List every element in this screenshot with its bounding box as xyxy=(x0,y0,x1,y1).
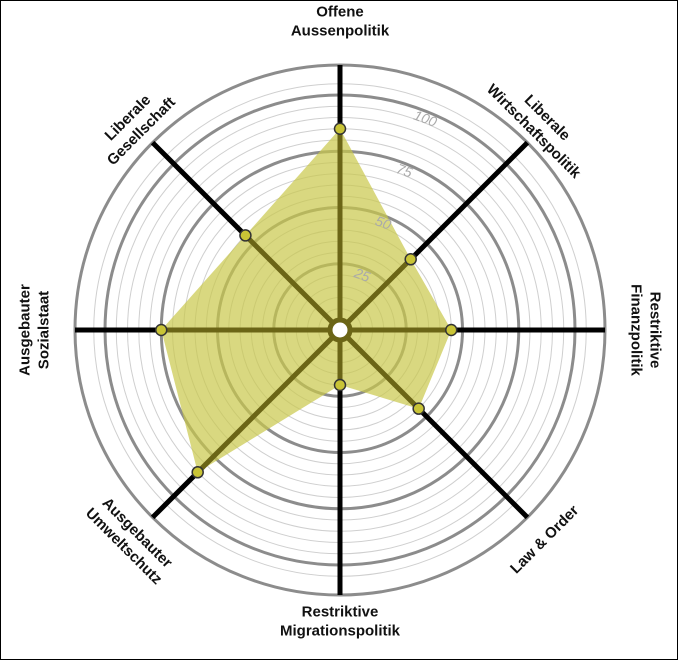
spoke-outer xyxy=(416,406,530,520)
spoke-inner xyxy=(195,335,335,475)
axis-label: Ausgebauter Sozialstaat xyxy=(16,284,52,376)
axis-label-line: Restriktive xyxy=(647,292,664,369)
axis-label-line: Offene xyxy=(316,3,364,20)
spoke-inner xyxy=(345,335,421,411)
axis-label: Restriktive Migrationspolitik xyxy=(280,603,401,639)
axis-label-line: Restriktive xyxy=(302,603,379,620)
value-marker xyxy=(333,378,347,392)
value-marker xyxy=(412,402,425,415)
axis-label: Offene Aussenpolitik xyxy=(291,3,390,39)
spoke-outer xyxy=(150,140,248,238)
radial-tick-label: 25 xyxy=(351,264,372,285)
axis-label-line: Ausgebauter xyxy=(16,284,33,376)
spoke-outer xyxy=(408,140,530,262)
spoke-outer xyxy=(150,470,200,520)
value-area xyxy=(161,128,452,473)
value-marker xyxy=(155,323,168,337)
value-marker xyxy=(239,229,252,242)
axis-label: Law & Order xyxy=(507,502,582,577)
radial-tick-label: 50 xyxy=(373,212,393,232)
value-markers xyxy=(155,122,458,479)
value-marker xyxy=(445,323,458,337)
radial-tick-label: 75 xyxy=(394,160,414,180)
spoke-inner xyxy=(243,233,335,325)
axis-label-line: Aussenpolitik xyxy=(291,22,390,39)
axis-label-line: Finanzpolitik xyxy=(628,284,645,376)
axis-label-line: Migrationspolitik xyxy=(280,622,401,639)
value-marker xyxy=(333,122,347,135)
value-area-polygon xyxy=(161,128,452,473)
value-marker xyxy=(191,466,204,479)
radial-ticks: 25 50 75 100 xyxy=(351,107,439,285)
axis-spokes xyxy=(75,65,605,595)
axis-label-line: Sozialstaat xyxy=(35,291,52,369)
value-marker xyxy=(404,253,417,266)
radial-tick-label: 100 xyxy=(412,107,440,130)
axis-label-line: Law & Order xyxy=(507,502,582,577)
spoke-inner xyxy=(345,257,413,325)
center-hub xyxy=(327,317,353,343)
